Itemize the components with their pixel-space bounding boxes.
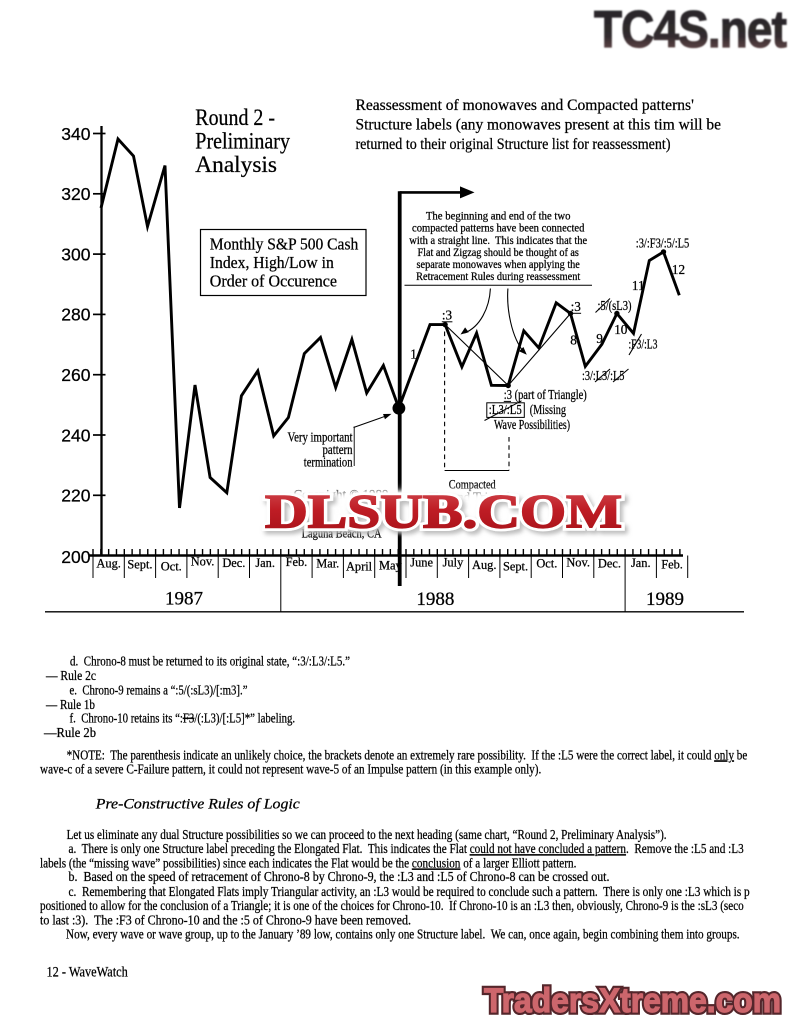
svg-text:Reassessment of monowaves and: Reassessment of monowaves and Compacted …	[356, 97, 695, 114]
svg-text:June: June	[410, 556, 433, 570]
svg-text:Feb.: Feb.	[661, 558, 683, 572]
svg-text::3/:L3/:L5: :3/:L3/:L5	[582, 368, 625, 383]
svg-text:DLSUB.COM: DLSUB.COM	[265, 486, 622, 538]
svg-text:Feb.: Feb.	[286, 555, 308, 569]
svg-text:Preliminary: Preliminary	[195, 128, 290, 153]
svg-text:May: May	[379, 559, 403, 573]
svg-text:Very important: Very important	[288, 430, 353, 445]
svg-text::3 (part of Triangle): :3 (part of Triangle)	[504, 387, 587, 402]
svg-text:(Missing: (Missing	[530, 402, 567, 417]
svg-text:Nov.: Nov.	[566, 556, 590, 570]
svg-text:300: 300	[61, 244, 90, 264]
svg-text:Aug.: Aug.	[472, 558, 496, 572]
svg-text:Dec.: Dec.	[222, 556, 245, 570]
svg-text:1989: 1989	[646, 589, 684, 610]
svg-text:Analysis: Analysis	[195, 152, 277, 177]
svg-text:260: 260	[61, 365, 90, 385]
svg-text:positioned to allow for the co: positioned to allow for the conclusion o…	[40, 898, 744, 913]
svg-text:Round 2 -: Round 2 -	[195, 105, 275, 130]
svg-text:Aug.: Aug.	[96, 556, 120, 570]
svg-text:Sept.: Sept.	[127, 558, 152, 572]
svg-text:Oct.: Oct.	[536, 557, 557, 571]
svg-text:returned to their original Str: returned to their original Structure lis…	[356, 136, 671, 153]
svg-text:labels (the “missing wave” pos: labels (the “missing wave” possibilities…	[40, 856, 576, 871]
svg-text:— Rule 2c: — Rule 2c	[45, 668, 96, 683]
svg-text::5/(sL3): :5/(sL3)	[598, 298, 632, 313]
svg-text:e. Chrono-9 remains a “:5/(:s: e. Chrono-9 remains a “:5/(:sL3)/[:m3].”	[70, 682, 248, 697]
svg-text:Laguna Beach, CA: Laguna Beach, CA	[302, 526, 382, 541]
svg-text::3/:F3/:5/:L5: :3/:F3/:5/:L5	[636, 235, 690, 250]
svg-text:c. Remembering that Elongated: c. Remembering that Elongated Flats impl…	[69, 884, 750, 899]
svg-text:f. Chrono-10 retains its “:F3: f. Chrono-10 retains its “:F3/(:L3)/[:L5…	[70, 710, 296, 725]
svg-text:b. Based on the speed of retr: b. Based on the speed of retracement of …	[69, 869, 610, 884]
svg-text:The beginning and end of the t: The beginning and end of the two	[426, 211, 571, 223]
svg-text:Mar.: Mar.	[316, 557, 339, 571]
svg-text:*NOTE: The parenthesis indica: *NOTE: The parenthesis indicate an unlik…	[67, 747, 748, 762]
svg-text:Oct.: Oct.	[161, 559, 182, 573]
svg-text:DLSUB.COM: DLSUB.COM	[265, 486, 622, 538]
svg-text:Wave Possibilities): Wave Possibilities)	[494, 417, 570, 432]
svg-text:12: 12	[672, 262, 685, 277]
svg-text:with a straight line. This in: with a straight line. This indicates tha…	[409, 235, 587, 247]
svg-text:a. There is only one Structur: a. There is only one Structure label pre…	[69, 841, 744, 856]
svg-text:to last :3). The :F3 of Chron: to last :3). The :F3 of Chrono-10 and th…	[40, 912, 411, 927]
svg-text:July: July	[443, 556, 464, 570]
svg-text::3: :3	[442, 308, 453, 323]
svg-text:TradersXtreme.com: TradersXtreme.com	[484, 982, 781, 1020]
svg-text:Dec.: Dec.	[598, 557, 621, 571]
svg-text:240: 240	[61, 425, 90, 445]
svg-text:Pre-Constructive Rules of Logi: Pre-Constructive Rules of Logic	[95, 797, 301, 813]
svg-text:TC4S.net: TC4S.net	[594, 1, 787, 59]
svg-text::F3/:L3: :F3/:L3	[629, 336, 658, 351]
svg-text:12 - WaveWatch: 12 - WaveWatch	[47, 965, 128, 981]
svg-text:Retracement Rules during reass: Retracement Rules during reassessment	[416, 271, 581, 283]
svg-text:340: 340	[61, 124, 90, 144]
svg-text:Order of Occurence: Order of Occurence	[210, 271, 337, 290]
svg-text:200: 200	[61, 547, 90, 567]
svg-text:220: 220	[61, 486, 90, 506]
svg-text:1987: 1987	[165, 589, 203, 610]
svg-text:Jan.: Jan.	[255, 556, 275, 570]
svg-text:pattern: pattern	[323, 442, 353, 457]
svg-text:Now, every wave or wave group,: Now, every wave or wave group, up to the…	[66, 927, 740, 942]
svg-text:termination: termination	[304, 454, 353, 469]
svg-text:Nov.: Nov.	[191, 555, 215, 569]
svg-text::L3/:L5: :L3/:L5	[489, 402, 522, 417]
svg-text:separate monowaves when applyi: separate monowaves when applying the	[417, 259, 580, 271]
svg-text:TradersXtreme.com: TradersXtreme.com	[484, 982, 781, 1020]
svg-text:Index, High/Low in: Index, High/Low in	[210, 253, 335, 272]
svg-text:Jan.: Jan.	[631, 556, 651, 570]
svg-text::3: :3	[571, 299, 582, 314]
svg-text:9: 9	[596, 331, 603, 346]
svg-text:Let us eliminate any dual Stru: Let us eliminate any dual Structure poss…	[67, 827, 667, 842]
svg-text:Compacted: Compacted	[449, 477, 496, 491]
svg-text:320: 320	[61, 184, 90, 204]
svg-text:11: 11	[632, 278, 645, 293]
svg-text:April: April	[346, 560, 373, 574]
svg-text:8: 8	[570, 333, 577, 348]
svg-text:280: 280	[61, 305, 90, 325]
svg-text:d. Chrono-8 must be returned: d. Chrono-8 must be returned to its orig…	[70, 653, 350, 668]
svg-text:Flat and Zigzag should be thou: Flat and Zigzag should be thought of as	[418, 247, 579, 259]
svg-text:Structure labels (any monowave: Structure labels (any monowaves present …	[356, 117, 722, 134]
svg-text:wave-c of a severe C-Failure p: wave-c of a severe C-Failure pattern, it…	[40, 762, 541, 777]
svg-text:Monthly S&P 500 Cash: Monthly S&P 500 Cash	[210, 234, 359, 253]
svg-text:TradersXtreme.com: TradersXtreme.com	[484, 982, 781, 1020]
svg-text:compacted patterns have been c: compacted patterns have been connected	[412, 223, 585, 235]
svg-text:DLSUB.COM: DLSUB.COM	[265, 486, 622, 538]
svg-text:1: 1	[410, 347, 417, 362]
svg-text:10: 10	[614, 322, 628, 337]
svg-text:— Rule 1b: — Rule 1b	[45, 697, 95, 712]
svg-text:Sept.: Sept.	[503, 560, 528, 574]
svg-text:1988: 1988	[416, 589, 454, 610]
svg-text:—Rule 2b: —Rule 2b	[43, 725, 96, 740]
